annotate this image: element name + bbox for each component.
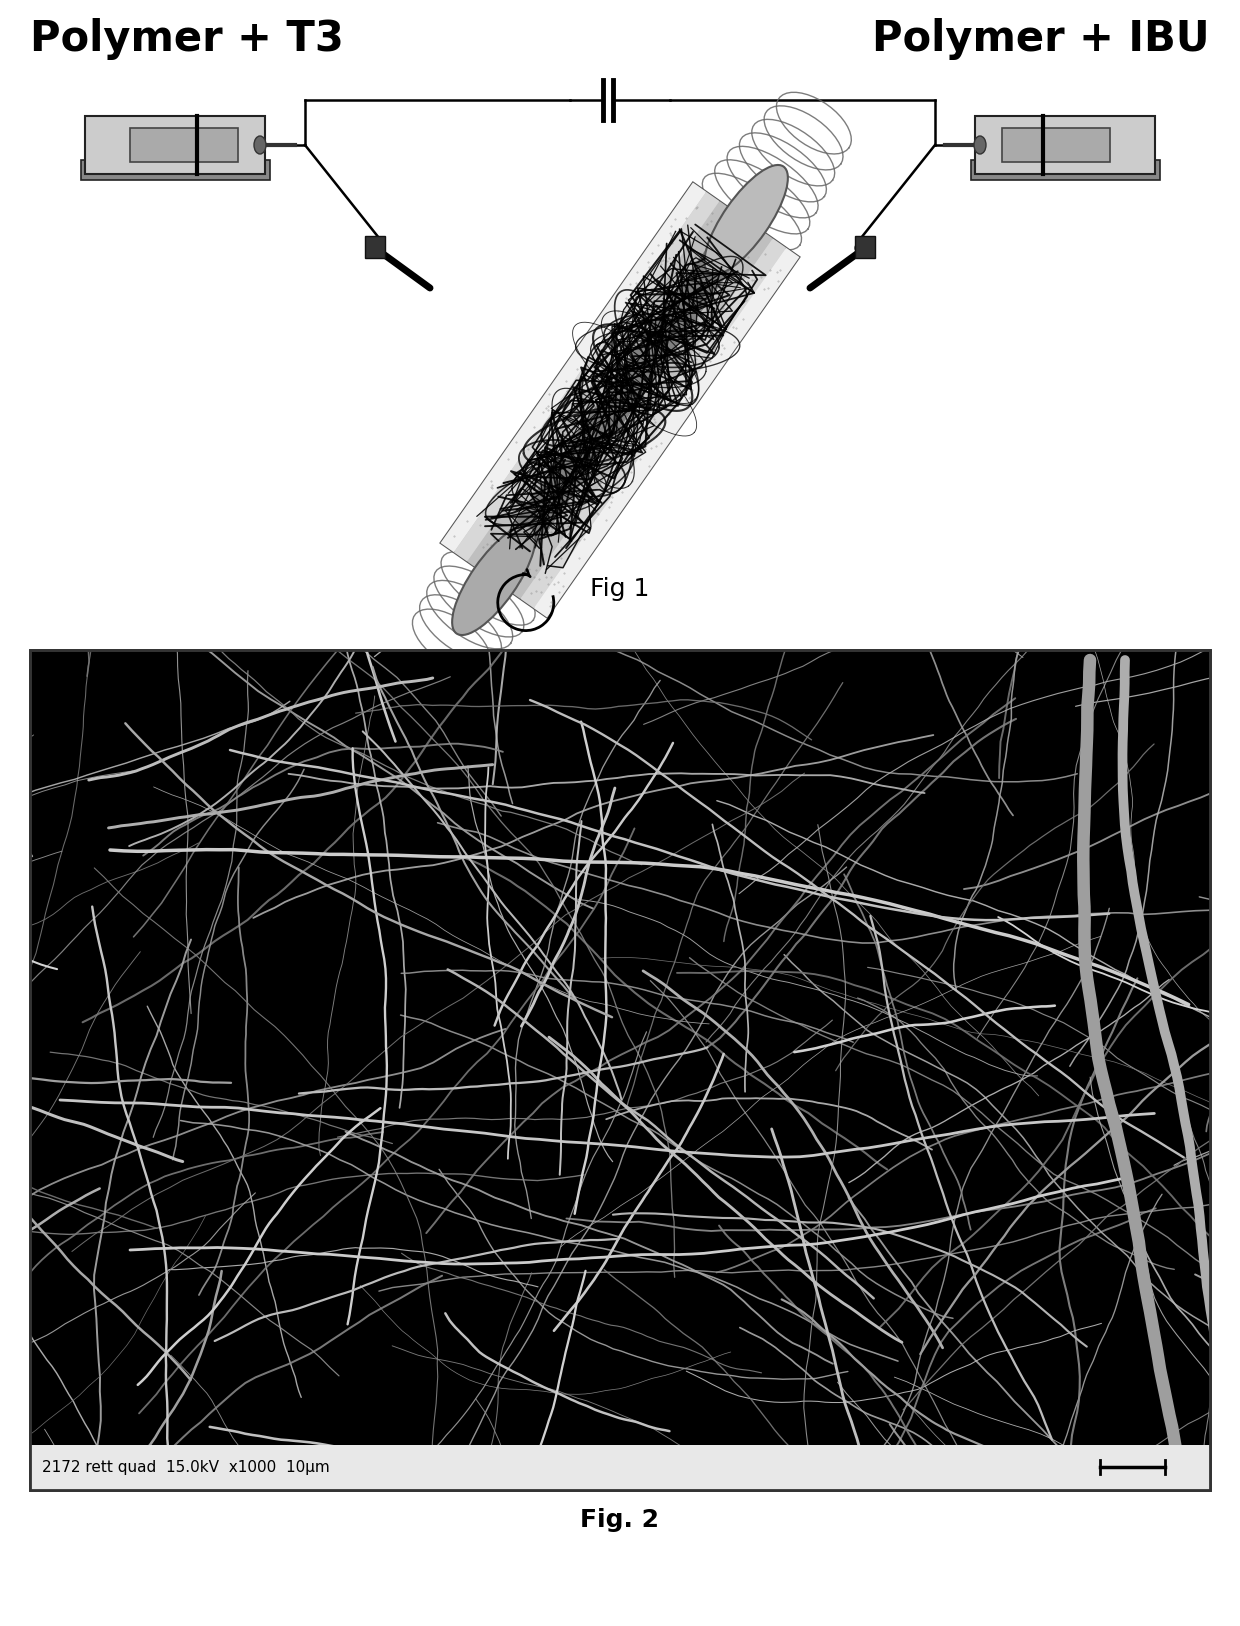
Ellipse shape [704,164,787,275]
Bar [365,236,384,259]
Ellipse shape [973,137,986,154]
Bar [30,650,1210,1489]
Ellipse shape [254,137,267,154]
Bar [975,115,1154,174]
Bar [81,159,269,180]
Ellipse shape [856,242,866,254]
Bar [86,115,265,174]
Bar [1002,127,1110,163]
Ellipse shape [453,525,536,636]
Ellipse shape [374,242,384,254]
Text: 2172 rett quad  15.0kV  x1000  10μm: 2172 rett quad 15.0kV x1000 10μm [42,1460,330,1475]
Polygon shape [454,192,719,561]
Polygon shape [507,229,773,598]
Polygon shape [440,182,800,618]
Text: Fig 1: Fig 1 [590,577,650,602]
Polygon shape [521,239,786,608]
Bar [30,650,1210,1489]
Polygon shape [440,182,707,553]
Polygon shape [533,247,800,618]
Bar [856,236,875,259]
Bar [971,159,1159,180]
Polygon shape [481,210,746,580]
Bar [130,127,238,163]
Polygon shape [494,220,759,590]
Bar [30,1446,1210,1489]
Polygon shape [467,202,733,571]
Text: Polymer + IBU: Polymer + IBU [873,18,1210,60]
Text: Fig. 2: Fig. 2 [580,1507,660,1532]
Text: Polymer + T3: Polymer + T3 [30,18,343,60]
